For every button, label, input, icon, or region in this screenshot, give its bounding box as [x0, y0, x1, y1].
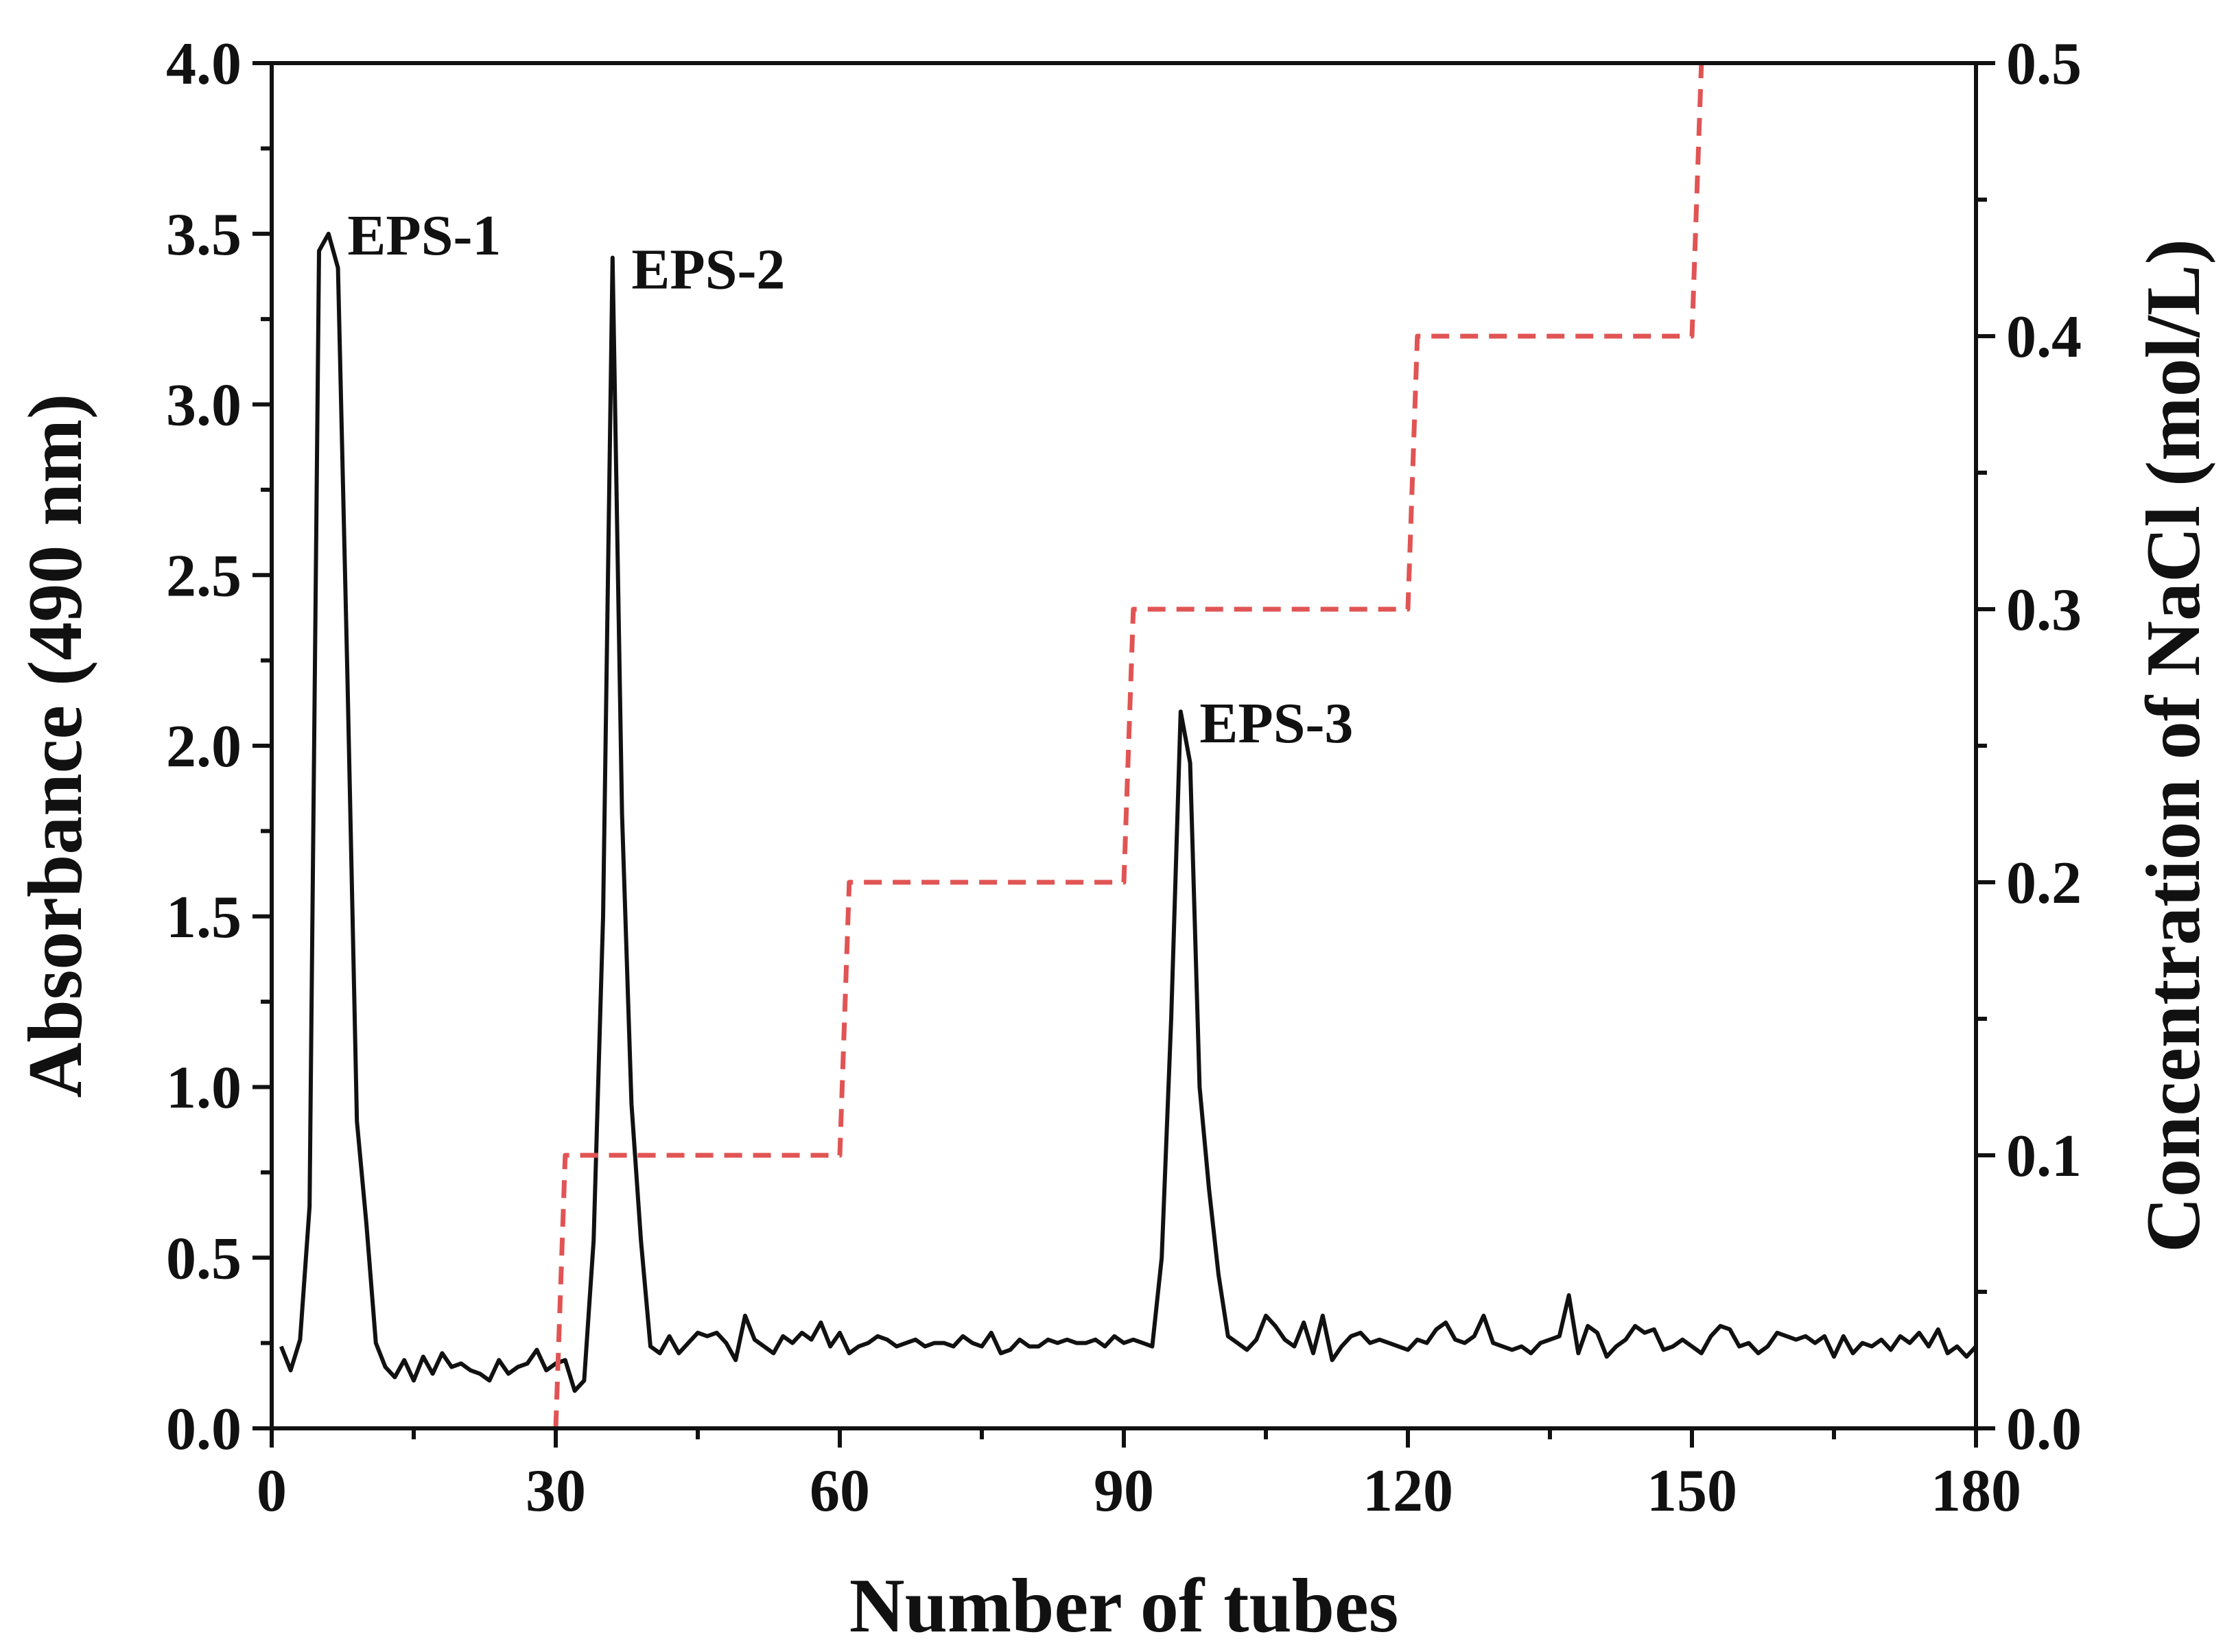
- plot-frame: [270, 61, 1978, 1430]
- x-tick-label: 180: [1931, 1458, 2021, 1524]
- y2-tick-label: 0.2: [2006, 850, 2082, 917]
- x-tick-label: 90: [1094, 1458, 1154, 1524]
- ticks-layer: 0 30 60 90 120 150 1800.00.51.01.52.02.53.03.5…: [166, 31, 2082, 1524]
- y2-tick-label: 0.3: [2006, 577, 2082, 644]
- y-tick-label: 0.5: [166, 1225, 242, 1292]
- y2-tick-label: 0.4: [2006, 304, 2082, 370]
- y2-tick-label: 0.5: [2006, 31, 2082, 97]
- x-tick-label: 150: [1647, 1458, 1737, 1524]
- x-tick-label: 30: [526, 1458, 586, 1524]
- y2-axis-title: Concentration of NaCl (mol/L): [2131, 239, 2216, 1253]
- series-layer: [279, 62, 1978, 1429]
- x-tick-label: 0: [257, 1458, 287, 1524]
- y2-tick-label: 0.1: [2006, 1123, 2082, 1190]
- y-tick-label: 2.5: [166, 543, 242, 609]
- y-tick-label: 3.5: [166, 202, 242, 268]
- x-tick-label: 120: [1363, 1458, 1453, 1524]
- y-tick-label: 1.0: [166, 1055, 242, 1122]
- absorbance-line: [279, 231, 1978, 1393]
- peak-label: EPS-1: [347, 204, 501, 268]
- y-tick-label: 1.5: [166, 884, 242, 951]
- annotation-layer: EPS-1 EPS-2 EPS-3: [347, 204, 1353, 755]
- x-tick-label: 60: [810, 1458, 870, 1524]
- y-tick-label: 0.0: [166, 1396, 242, 1463]
- nacl-gradient-line: [553, 62, 1704, 1429]
- y-tick-label: 2.0: [166, 713, 242, 780]
- peak-label: EPS-3: [1199, 692, 1353, 755]
- peak-label: EPS-2: [631, 238, 785, 302]
- y2-tick-label: 0.0: [2006, 1396, 2082, 1463]
- y-tick-label: 3.0: [166, 373, 242, 439]
- y-tick-label: 4.0: [166, 31, 242, 97]
- x-axis-title: Number of tubes: [849, 1564, 1399, 1649]
- y-axis-title: Absorbance (490 nm): [13, 394, 98, 1098]
